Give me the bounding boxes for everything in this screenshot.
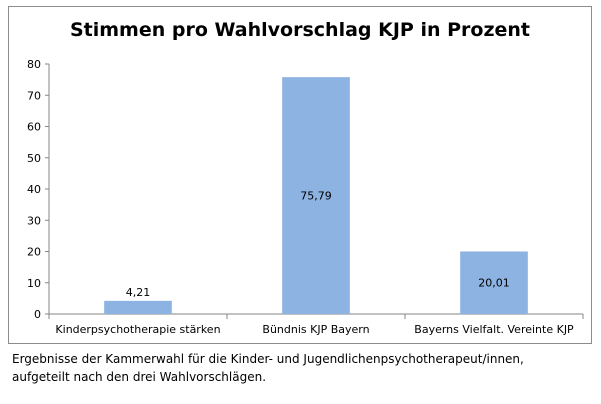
y-tick-label: 50 [27, 152, 41, 165]
y-tick-label: 20 [27, 246, 41, 259]
chart-labels: 4,21 Kinderpsychotherapie stärken 75,79 Bün… [55, 190, 574, 336]
y-tick-label: 70 [27, 89, 41, 102]
bar [460, 251, 528, 314]
caption-line-1: Ergebnisse der Kammerwahl für die Kinder… [12, 352, 524, 366]
data-label: 20,01 [478, 277, 510, 290]
caption-line-2: aufgeteilt nach den drei Wahlvorschlägen… [12, 370, 267, 384]
chart-frame: Stimmen pro Wahlvorschlag KJP in Prozent… [8, 6, 592, 344]
data-label: 75,79 [300, 190, 332, 203]
y-tick-label: 40 [27, 183, 41, 196]
bar [104, 300, 172, 314]
y-tick-label: 80 [27, 58, 41, 71]
y-tick-label: 30 [27, 214, 41, 227]
chart-bars [104, 77, 528, 314]
bar [282, 77, 350, 314]
data-label: 4,21 [126, 286, 151, 299]
y-tick-label: 60 [27, 121, 41, 134]
y-tick-label: 10 [27, 277, 41, 290]
bar-chart: 0 10 20 30 40 50 60 70 80 4,21 Kinderpsychotherap… [27, 58, 584, 336]
chart-caption: Ergebnisse der Kammerwahl für die Kinder… [12, 350, 597, 386]
y-tick-label: 0 [34, 308, 41, 321]
x-tick-label: Bündnis KJP Bayern [262, 323, 369, 336]
x-tick-label: Kinderpsychotherapie stärken [55, 323, 220, 336]
x-tick-label: Bayerns Vielfalt. Vereinte KJP [414, 323, 574, 336]
chart-title: Stimmen pro Wahlvorschlag KJP in Prozent [69, 19, 531, 41]
